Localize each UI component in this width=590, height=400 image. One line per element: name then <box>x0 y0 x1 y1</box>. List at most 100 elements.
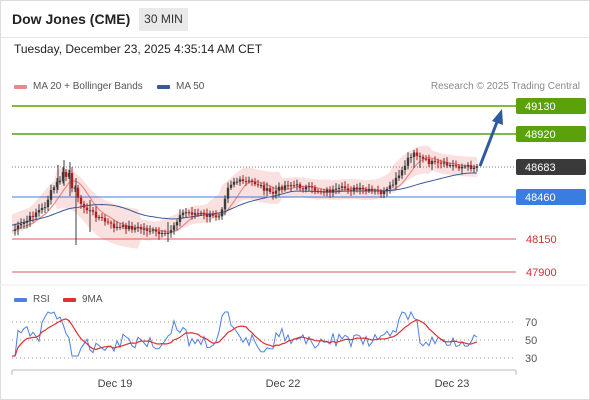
level-label-49130: 49130 <box>525 101 556 113</box>
candle-body <box>37 210 41 213</box>
candle-body <box>286 185 290 187</box>
candle-body <box>136 227 140 229</box>
candle-body <box>349 190 353 192</box>
candle-body <box>427 158 431 165</box>
candle-body <box>61 171 65 181</box>
x-axis-label-dec-19: Dec 19 <box>98 378 133 390</box>
candle-body <box>100 217 104 219</box>
candle-body <box>355 187 359 190</box>
candle-body <box>250 180 254 182</box>
candle-body <box>109 222 113 224</box>
candle-body <box>58 180 62 183</box>
candle-body <box>238 179 242 182</box>
candle-body <box>400 170 404 176</box>
candle-body <box>316 190 320 192</box>
candle-body <box>382 191 386 195</box>
candle-body <box>328 189 332 193</box>
candle-body <box>439 162 443 164</box>
candle-body <box>25 220 29 223</box>
candle-body <box>115 226 119 229</box>
candle-body <box>454 165 458 167</box>
candle-body <box>85 207 89 211</box>
candle-body <box>202 213 206 215</box>
candle-body <box>43 207 47 209</box>
candle-body <box>79 197 83 204</box>
candle-body <box>436 161 440 163</box>
candle-body <box>325 189 329 193</box>
candle-body <box>76 187 80 198</box>
timeframe-button[interactable]: 30 MIN <box>139 8 188 31</box>
candle-body <box>142 228 146 230</box>
candle-body <box>385 188 389 192</box>
candle-body <box>322 191 326 193</box>
rsi-legend-swatch <box>14 298 27 302</box>
candle-body <box>271 191 275 194</box>
candle-body <box>289 185 293 187</box>
candle-body <box>379 191 383 195</box>
candle-body <box>280 186 284 190</box>
candle-body <box>205 213 209 217</box>
candle-body <box>364 189 368 191</box>
candles <box>13 148 479 245</box>
candle-body <box>304 186 308 190</box>
ma20-legend-swatch <box>14 85 27 89</box>
candle-body <box>121 225 125 228</box>
candle-body <box>268 188 272 192</box>
candle-body <box>184 212 188 214</box>
candle-body <box>70 173 74 189</box>
candle-body <box>331 189 335 193</box>
level-label-48683: 48683 <box>525 162 556 174</box>
candle-body <box>340 186 344 188</box>
candle-body <box>208 214 212 217</box>
candle-body <box>130 226 134 230</box>
candle-body <box>67 173 71 177</box>
candle-body <box>127 226 131 230</box>
candle-body <box>28 215 32 221</box>
candle-body <box>352 187 356 191</box>
candle-body <box>433 160 437 162</box>
candle-body <box>346 188 350 191</box>
candle-body <box>277 186 281 191</box>
ma20-legend-label: MA 20 + Bollinger Bands <box>33 81 143 92</box>
candle-body <box>247 180 251 182</box>
candle-body <box>241 179 245 182</box>
candle-body <box>64 171 68 177</box>
rsi-tick-label-30: 30 <box>525 353 537 365</box>
candle-body <box>310 186 314 188</box>
candle-body <box>145 228 149 231</box>
candle-body <box>376 190 380 192</box>
candle-body <box>292 185 296 187</box>
rsi-line <box>12 310 478 357</box>
level-tag-49130 <box>516 98 586 114</box>
candle-body <box>193 213 197 215</box>
candle-body <box>397 175 401 178</box>
ma50-legend-swatch <box>157 85 170 89</box>
candle-body <box>103 217 107 222</box>
level-label-47900: 47900 <box>526 267 557 279</box>
candle-body <box>52 187 56 191</box>
candle-body <box>217 216 221 218</box>
candle-body <box>13 229 17 231</box>
candle-body <box>409 157 413 159</box>
candle-body <box>196 213 200 215</box>
candle-body <box>367 188 371 191</box>
candle-body <box>190 212 194 215</box>
candle-body <box>463 166 467 168</box>
candle-body <box>442 162 446 164</box>
candle-body <box>244 181 248 183</box>
candle-body <box>199 213 203 215</box>
candle-body <box>358 187 362 190</box>
candle-body <box>34 212 38 217</box>
candle-body <box>82 203 86 208</box>
candle-body <box>253 181 257 185</box>
candle-body <box>220 209 224 217</box>
candle-body <box>40 207 44 211</box>
candle-body <box>445 162 449 166</box>
candle-body <box>235 181 239 183</box>
candle-body <box>214 215 218 218</box>
candle-body <box>460 166 464 169</box>
candle-body <box>148 230 152 232</box>
candle-body <box>73 187 77 189</box>
level-tag-48920 <box>516 126 586 142</box>
